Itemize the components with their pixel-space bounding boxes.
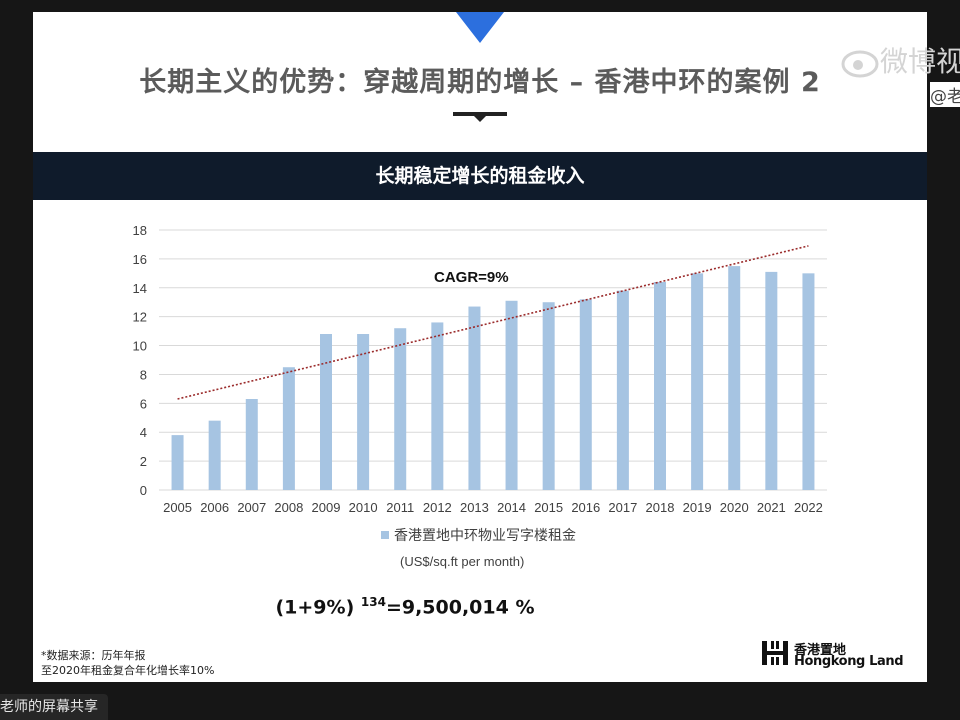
bar (208, 420, 221, 490)
logo-english-name: Hongkong Land (794, 654, 904, 669)
x-tick-label: 2012 (423, 500, 452, 515)
legend-swatch (381, 531, 389, 539)
bar (579, 299, 592, 490)
formula-exponent: 134 (360, 595, 386, 609)
footnote-cagr: 至2020年租金复合年化增长率10% (41, 664, 215, 677)
x-tick-label: 2016 (571, 500, 600, 515)
bar (245, 399, 258, 490)
y-tick-label: 12 (133, 310, 147, 325)
footnotes: *数据来源：历年年报 至2020年租金复合年化增长率10% (41, 648, 214, 678)
x-tick-label: 2020 (720, 500, 749, 515)
x-tick-label: 2010 (349, 500, 378, 515)
x-tick-label: 2022 (794, 500, 823, 515)
y-tick-label: 6 (140, 396, 147, 411)
footnote-source: *数据来源：历年年报 (41, 649, 146, 662)
watermark-handle: @老 (930, 82, 960, 107)
x-tick-label: 2008 (274, 500, 303, 515)
y-tick-label: 18 (133, 223, 147, 238)
x-tick-label: 2011 (386, 500, 414, 515)
unit-label: (US$/sq.ft per month) (400, 554, 524, 569)
logo-chinese-name: 香港置地 (794, 643, 847, 658)
bar (431, 322, 444, 490)
screen-share-label: 老师的屏幕共享 (0, 694, 108, 720)
y-tick-label: 8 (140, 367, 147, 382)
legend-label: 香港置地中环物业写字楼租金 (394, 528, 576, 544)
growth-formula: (1+9%) 134=9,500,014 % (33, 595, 777, 618)
title-underline-arrow (474, 116, 486, 122)
slide-top-marker (456, 12, 504, 43)
bar (765, 271, 778, 490)
x-tick-label: 2009 (312, 500, 341, 515)
y-tick-label: 14 (133, 281, 147, 296)
x-tick-label: 2021 (757, 500, 786, 515)
bar (468, 306, 481, 490)
y-tick-label: 0 (140, 483, 147, 498)
formula-base: (1+9%) (275, 596, 355, 619)
bar (542, 302, 555, 490)
bar (691, 273, 704, 490)
slide-title: 长期主义的优势：穿越周期的增长 – 香港中环的案例 2 (139, 67, 821, 98)
title-underline (453, 112, 507, 116)
bar (357, 334, 370, 490)
trend-label: CAGR=9% (434, 269, 509, 286)
y-tick-label: 10 (133, 339, 147, 354)
formula-result: =9,500,014 % (385, 596, 535, 619)
x-tick-label: 2006 (200, 500, 229, 515)
x-tick-label: 2017 (608, 500, 637, 515)
x-tick-label: 2005 (163, 500, 192, 515)
x-tick-label: 2019 (683, 500, 712, 515)
bar (320, 334, 332, 490)
x-tick-label: 2018 (646, 500, 675, 515)
bar (654, 282, 666, 490)
x-tick-label: 2014 (497, 500, 526, 515)
y-tick-label: 16 (133, 252, 147, 267)
bar (802, 273, 815, 490)
slide: 长期主义的优势：穿越周期的增长 – 香港中环的案例 2 长期稳定增长的租金收入 … (33, 12, 927, 682)
y-tick-label: 4 (140, 425, 147, 440)
x-tick-label: 2007 (237, 500, 266, 515)
rent-chart: 0 2 4 6 8 10 12 14 16 18 2005 2006 2007 2008 2009 2010 2… (133, 223, 827, 569)
trend-line (177, 245, 809, 400)
bar (616, 290, 629, 490)
bar (394, 328, 407, 490)
x-tick-label: 2015 (534, 500, 563, 515)
bar (505, 300, 518, 490)
y-tick-label: 2 (140, 454, 147, 469)
section-banner: 长期稳定增长的租金收入 (33, 152, 927, 200)
bar (282, 367, 295, 490)
x-tick-label: 2013 (460, 500, 489, 515)
bar (171, 435, 184, 490)
bar (728, 266, 741, 490)
hongkong-land-logo-mark (762, 641, 788, 665)
